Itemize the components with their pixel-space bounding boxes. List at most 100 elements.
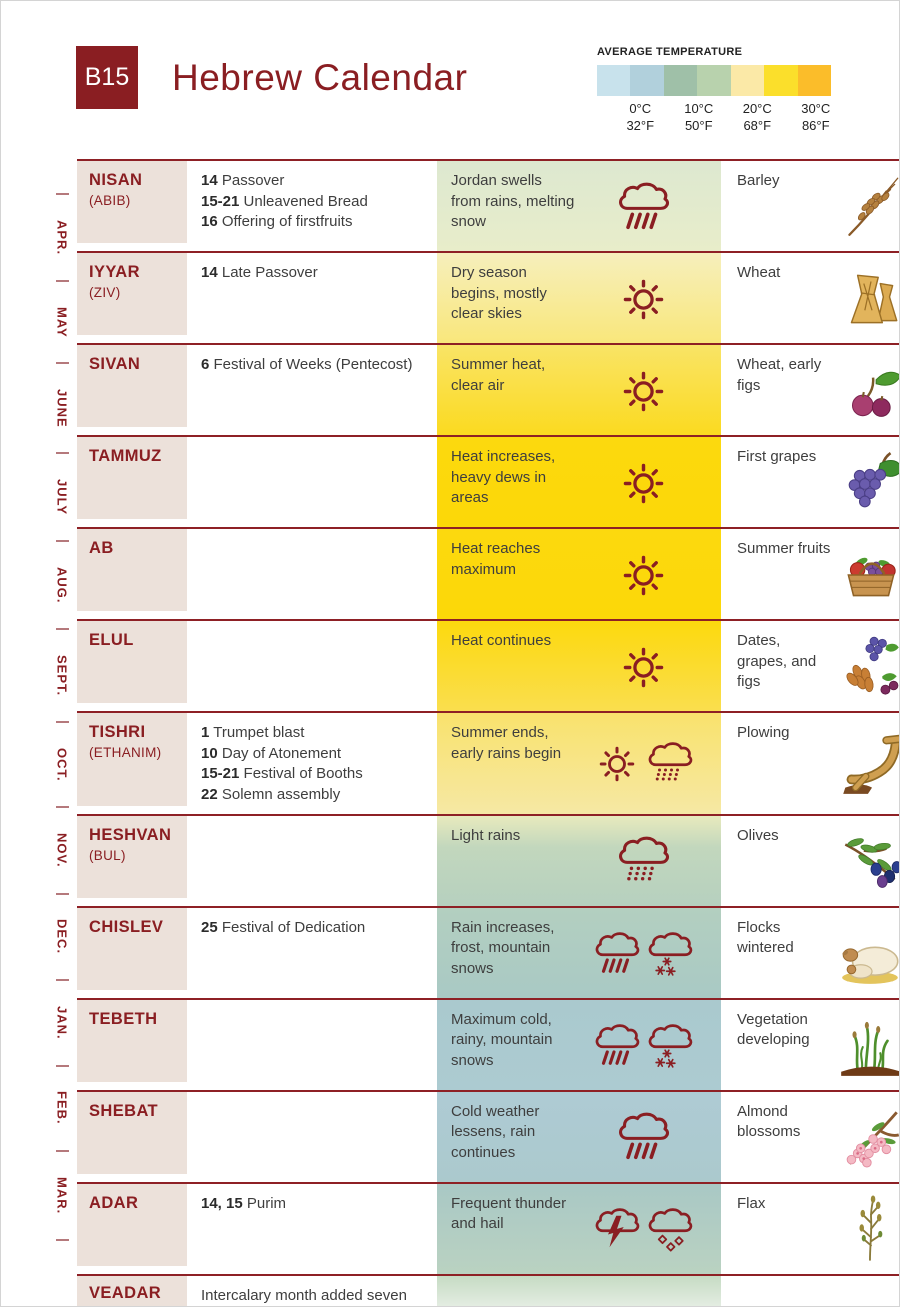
hebrew-month-alt-name: (BUL) [89,847,126,863]
crops-label: Plowing [737,724,790,741]
plow-illustration [833,723,899,806]
festival-event: 10 Day of Atonement [201,744,426,765]
events-cell: 1 Trumpet blast 10 Day of Atonement 15-21 … [187,713,437,814]
month-cell: IYYAR (ZIV) [77,253,187,335]
page-header: B15 Hebrew Calendar AVERAGE TEMPERATURE … [76,46,831,135]
crops-cell: Plowing [721,713,899,814]
crops-label: Barley [737,172,780,189]
temperature-legend-labels: 0°C 32°F 10°C 50°F 20°C 68°F 30°C 86°F [611,101,845,135]
gregorian-month-label: FEB. [54,1091,70,1126]
event-date: 14 [201,172,218,189]
legend-label-fahrenheit: 50°F [684,117,713,133]
weather-cell: Summer ends, early rains begin [437,713,721,814]
gregorian-month-label: DEC. [54,919,70,955]
hebrew-month-name: AB [89,539,114,557]
gregorian-month-label: MAY [54,306,70,338]
weather-icons [575,171,711,243]
hebrew-month-name: TISHRI [89,723,146,741]
weather-description: Heat increases, heavy dews in areas [451,448,556,507]
hebrew-month-name: SIVAN [89,355,141,373]
event-label: Purim [242,1194,287,1212]
wheat-sheaves-illustration [833,263,899,335]
gregorian-month-label: JAN. [54,1006,70,1040]
event-date: 10 [201,744,218,762]
event-date: 1 [201,724,210,741]
month-row: NISAN (ABIB) 14 Passover 15-21 Unleavened B… [77,159,899,251]
calendar-table: NISAN (ABIB) 14 Passover 15-21 Unleavened B… [77,159,899,1306]
legend-swatch [597,65,631,96]
rain-cloud-icon [593,930,641,978]
flax-illustration [833,1194,899,1266]
rail-dash [55,806,69,809]
month-cell: AB [77,529,187,611]
event-date: 25 [201,918,218,936]
festival-event: 14 Late Passover [201,263,426,284]
rail-dash [55,540,69,543]
temperature-legend-title: AVERAGE TEMPERATURE [597,46,743,58]
fruit-basket-illustration [833,539,899,611]
event-date: 15-21 [201,192,240,210]
crops-label: Flocks wintered [737,918,794,957]
legend-label: 20°C 68°F [728,101,787,135]
crops-cell: Almond blossoms [721,1092,899,1182]
weather-description [451,1286,575,1306]
olives-illustration [833,826,899,898]
weather-description: Frequent thunder and hail [451,1194,567,1233]
thunder-cloud-icon [593,1206,641,1254]
event-date: 15-21 [201,765,240,783]
weather-icons [575,918,711,990]
hebrew-month-name: ELUL [89,631,134,649]
events-cell: 14 Late Passover [187,253,437,343]
month-row: IYYAR (ZIV) 14 Late Passover Dry season beg… [77,251,899,343]
temperature-legend: AVERAGE TEMPERATURE 0°C 32°F 10°C 50°F 20°C 6… [597,46,831,135]
month-cell: CHISLEV [77,907,187,990]
legend-label-fahrenheit: 32°F [626,117,655,133]
rail-dash [55,1064,69,1067]
crops-label: Wheat [737,264,781,281]
festival-event: 6 Festival of Weeks (Pentecost) [201,355,426,376]
month-cell: SIVAN [77,345,187,427]
event-label: Festival of Dedication [217,918,366,936]
legend-label-celsius: 30°C [801,101,831,116]
weather-description: Dry season begins, mostly clear skies [451,264,547,323]
rain-cloud-icon [593,1022,641,1070]
weather-cell: Rain increases, frost, mountain snows [437,907,721,998]
rail-dash [55,362,69,365]
crops-cell: Summer fruits [721,529,899,619]
event-label: Offering of firstfruits [217,213,353,231]
event-date: 14, 15 [201,1194,243,1212]
hebrew-month-name: TEBETH [89,1009,158,1028]
sun-icon [616,456,671,511]
month-row: TAMMUZ Heat increases, heavy dews in area… [77,435,899,527]
crops-label: Almond blossoms [737,1102,801,1141]
rail-dash [55,1149,69,1152]
month-row: SHEBAT Cold weather lessens, rain continu… [77,1089,899,1182]
weather-cell [437,1275,721,1306]
weather-description: Light rains [451,826,521,844]
sun-icon [616,364,671,419]
crops-label: Dates, grapes, and figs [737,632,817,691]
weather-cell: Cold weather lessens, rain continues [437,1091,721,1182]
hebrew-month-name: ADAR [89,1193,139,1212]
festival-event: 22 Solemn assembly [201,785,426,806]
festival-event: 25 Festival of Dedication [201,918,426,939]
event-date: 14 [201,264,218,281]
weather-cell: Frequent thunder and hail [437,1183,721,1274]
events-cell [187,437,437,527]
weather-description: Rain increases, frost, mountain snows [451,918,555,978]
events-cell: 25 Festival of Dedication [187,908,437,998]
weather-icons [575,1194,711,1266]
hebrew-month-name: IYYAR [89,263,140,281]
month-row: SIVAN 6 Festival of Weeks (Pentecost) Summ… [77,343,899,435]
hail-cloud-icon [646,1206,694,1254]
month-row: ELUL Heat continues Dates, grapes, and fig… [77,619,899,711]
hebrew-month-name: NISAN [89,171,143,189]
sprouts-illustration [833,1010,899,1082]
weather-description: Heat continues [451,632,552,649]
event-date: 16 [201,213,218,231]
weather-icons [575,631,711,703]
event-label: Trumpet blast [209,724,305,741]
weather-description: Summer heat, clear air [451,356,546,394]
dates-grapes-figs-illustration [833,631,899,703]
